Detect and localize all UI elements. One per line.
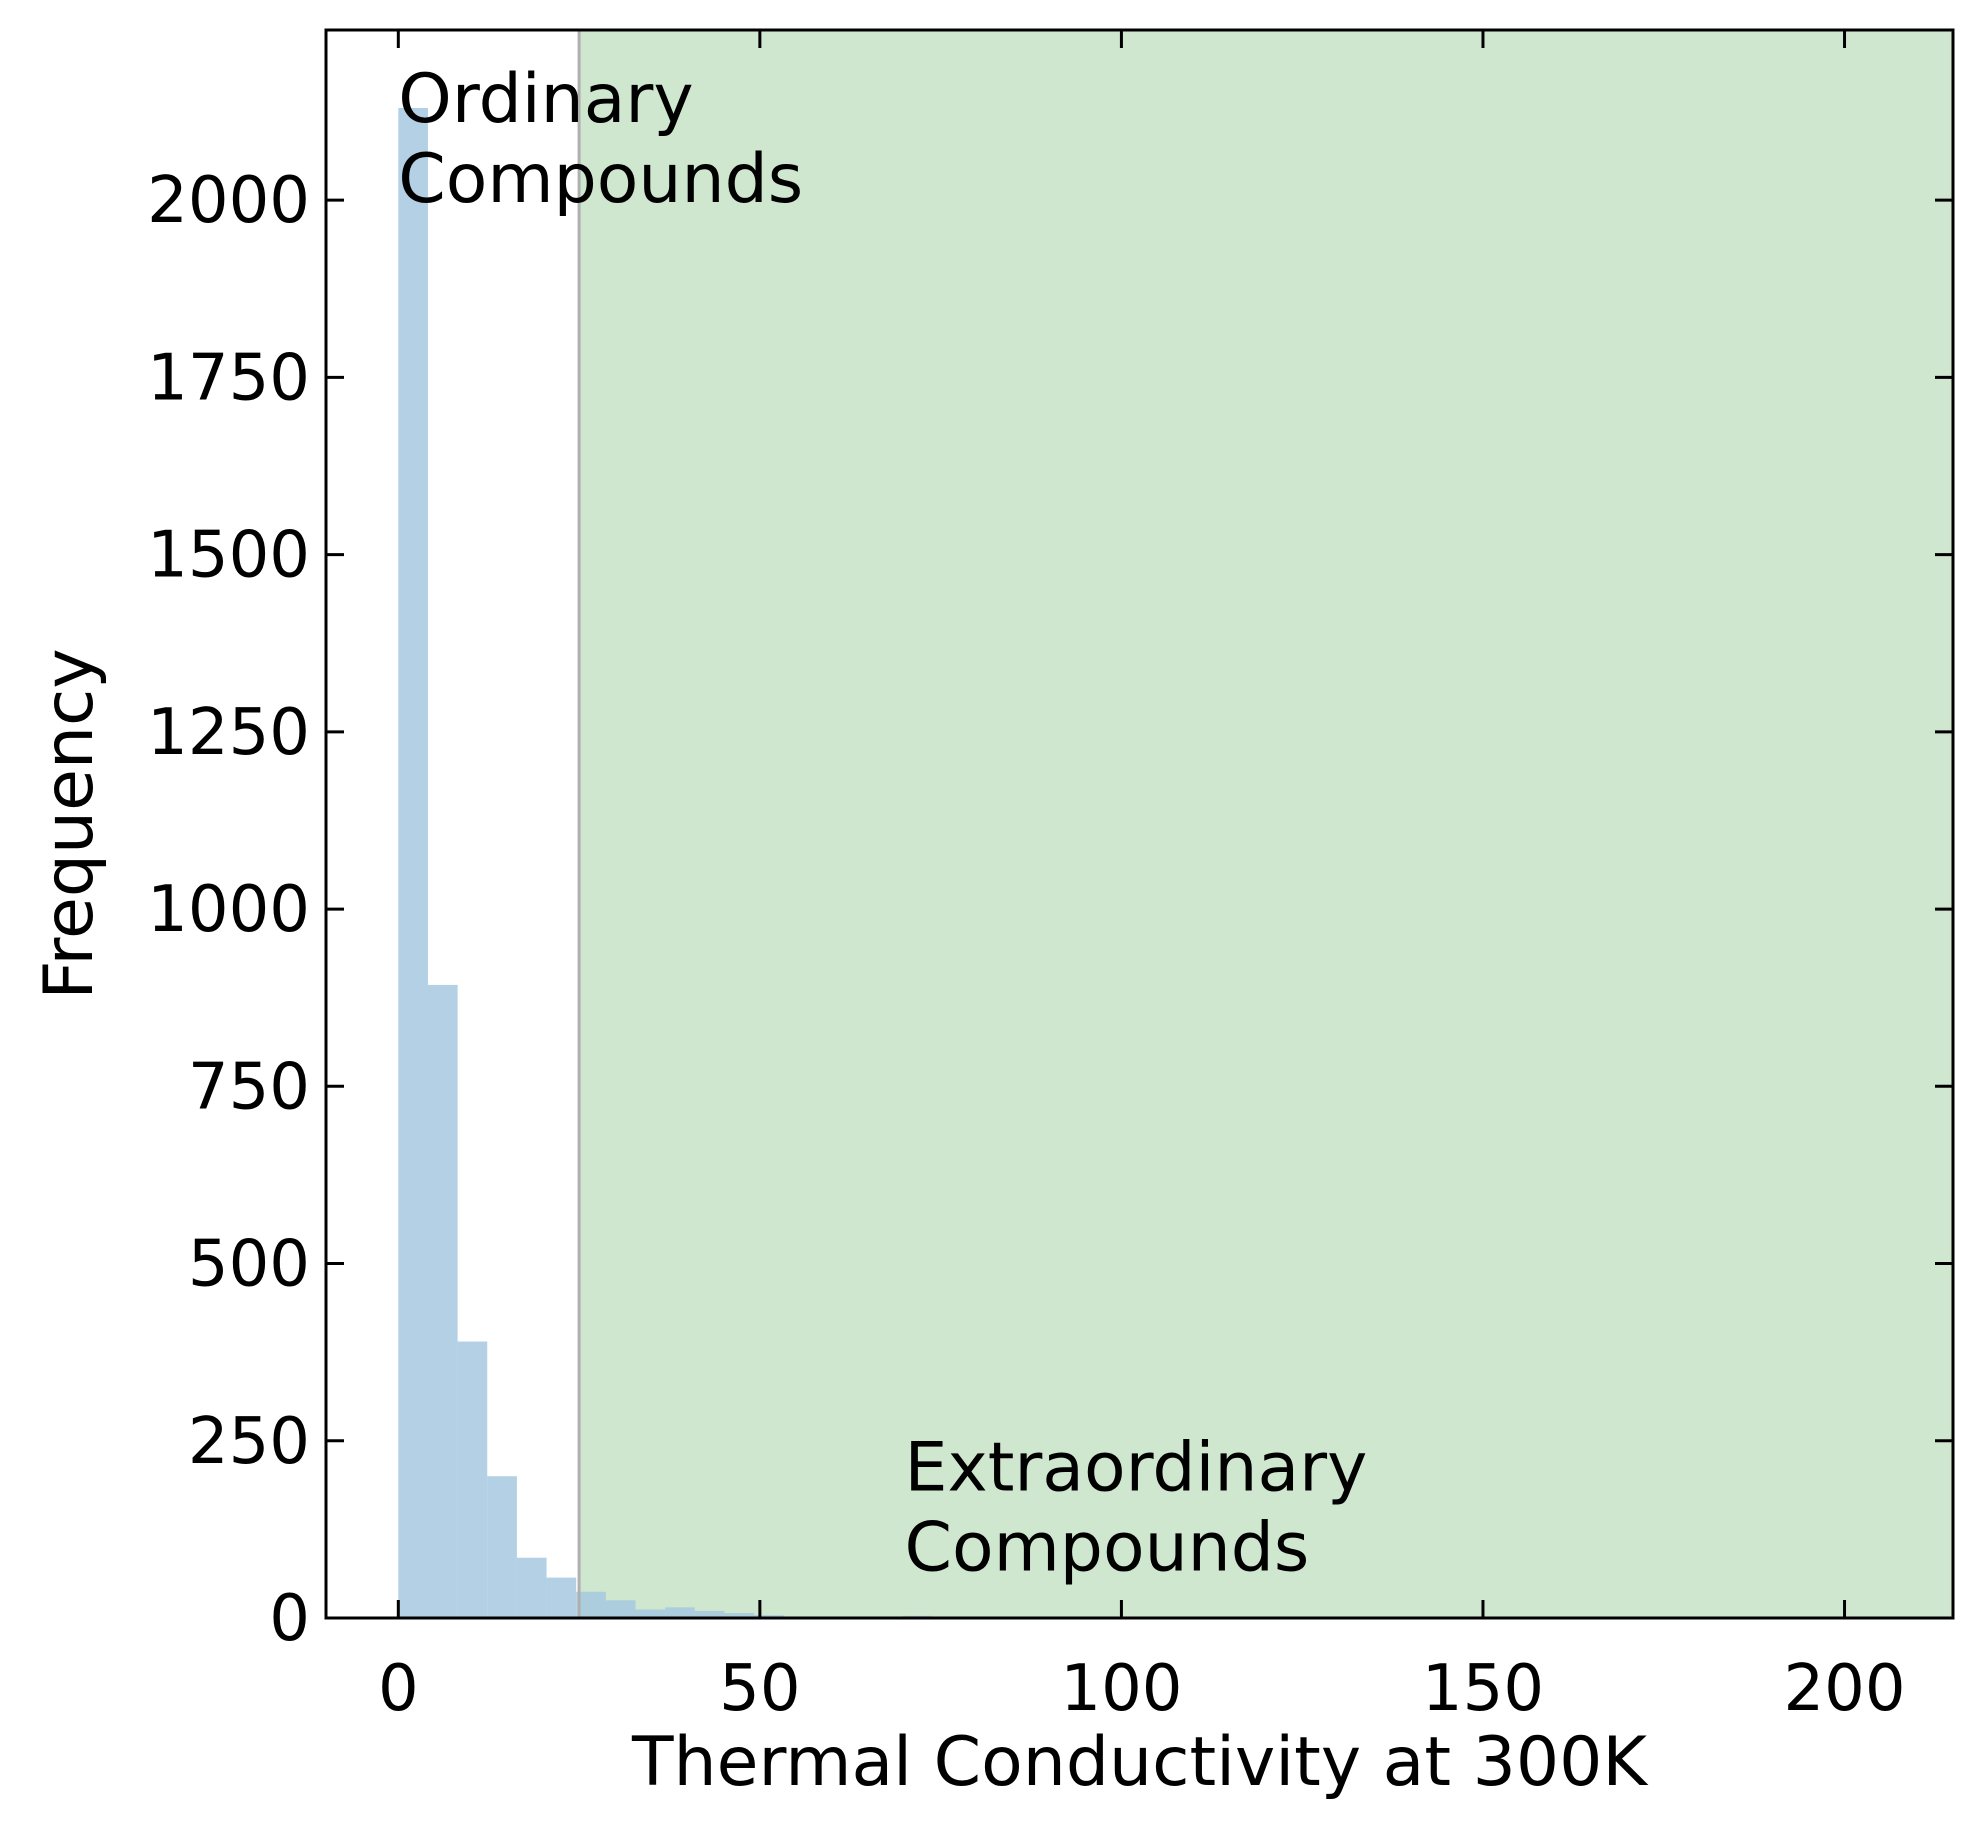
histogram-bar (694, 1610, 725, 1618)
histogram-bar (576, 1591, 606, 1618)
y-tick-label: 750 (188, 1050, 310, 1124)
y-axis-label: Frequency (30, 648, 109, 999)
axis-ticks: 0 50 100 150 2000250500750100012501500175020… (147, 30, 1953, 1726)
x-tick-label: 0 (378, 1652, 419, 1726)
x-tick-label: 50 (719, 1652, 800, 1726)
axes-frame (324, 28, 1955, 1620)
histogram-bar (724, 1613, 755, 1618)
histogram-bar (605, 1600, 636, 1618)
histogram-bar (398, 107, 428, 1618)
histogram-bar (427, 984, 458, 1618)
y-tick-label: 250 (188, 1405, 310, 1479)
y-tick-label: 1000 (147, 873, 310, 947)
y-tick-label: 2000 (147, 164, 310, 238)
ordinary-annotation-line: Ordinary (398, 60, 693, 139)
plot-frame (324, 28, 1955, 1620)
histogram-bar (516, 1557, 547, 1618)
histogram-bar (546, 1577, 577, 1618)
histogram-bar (665, 1607, 695, 1618)
histogram-bar (457, 1341, 488, 1618)
histogram-bar (635, 1609, 666, 1618)
y-tick-label: 1500 (147, 519, 310, 593)
x-tick-label: 100 (1060, 1652, 1182, 1726)
extraordinary-annotation-line: Compounds (904, 1508, 1309, 1587)
histogram-bars (398, 107, 1051, 1618)
extraordinary-annotation-line: Extraordinary (904, 1428, 1367, 1507)
x-tick-label: 150 (1422, 1652, 1544, 1726)
extraordinary-region (579, 30, 1953, 1618)
ordinary-annotation-line: Compounds (398, 140, 803, 219)
y-tick-label: 1750 (147, 341, 310, 415)
x-axis-label: Thermal Conductivity at 300K (631, 1723, 1649, 1802)
ordinary-annotation: Ordinary Compounds (398, 60, 803, 219)
y-tick-label: 0 (269, 1582, 310, 1656)
histogram-bar (487, 1476, 517, 1618)
y-tick-label: 500 (188, 1228, 310, 1302)
extraordinary-annotation: Extraordinary Compounds (904, 1428, 1367, 1587)
y-tick-label: 1250 (147, 696, 310, 770)
extraordinary-region-layer (579, 30, 1953, 1618)
x-tick-label: 200 (1783, 1652, 1905, 1726)
